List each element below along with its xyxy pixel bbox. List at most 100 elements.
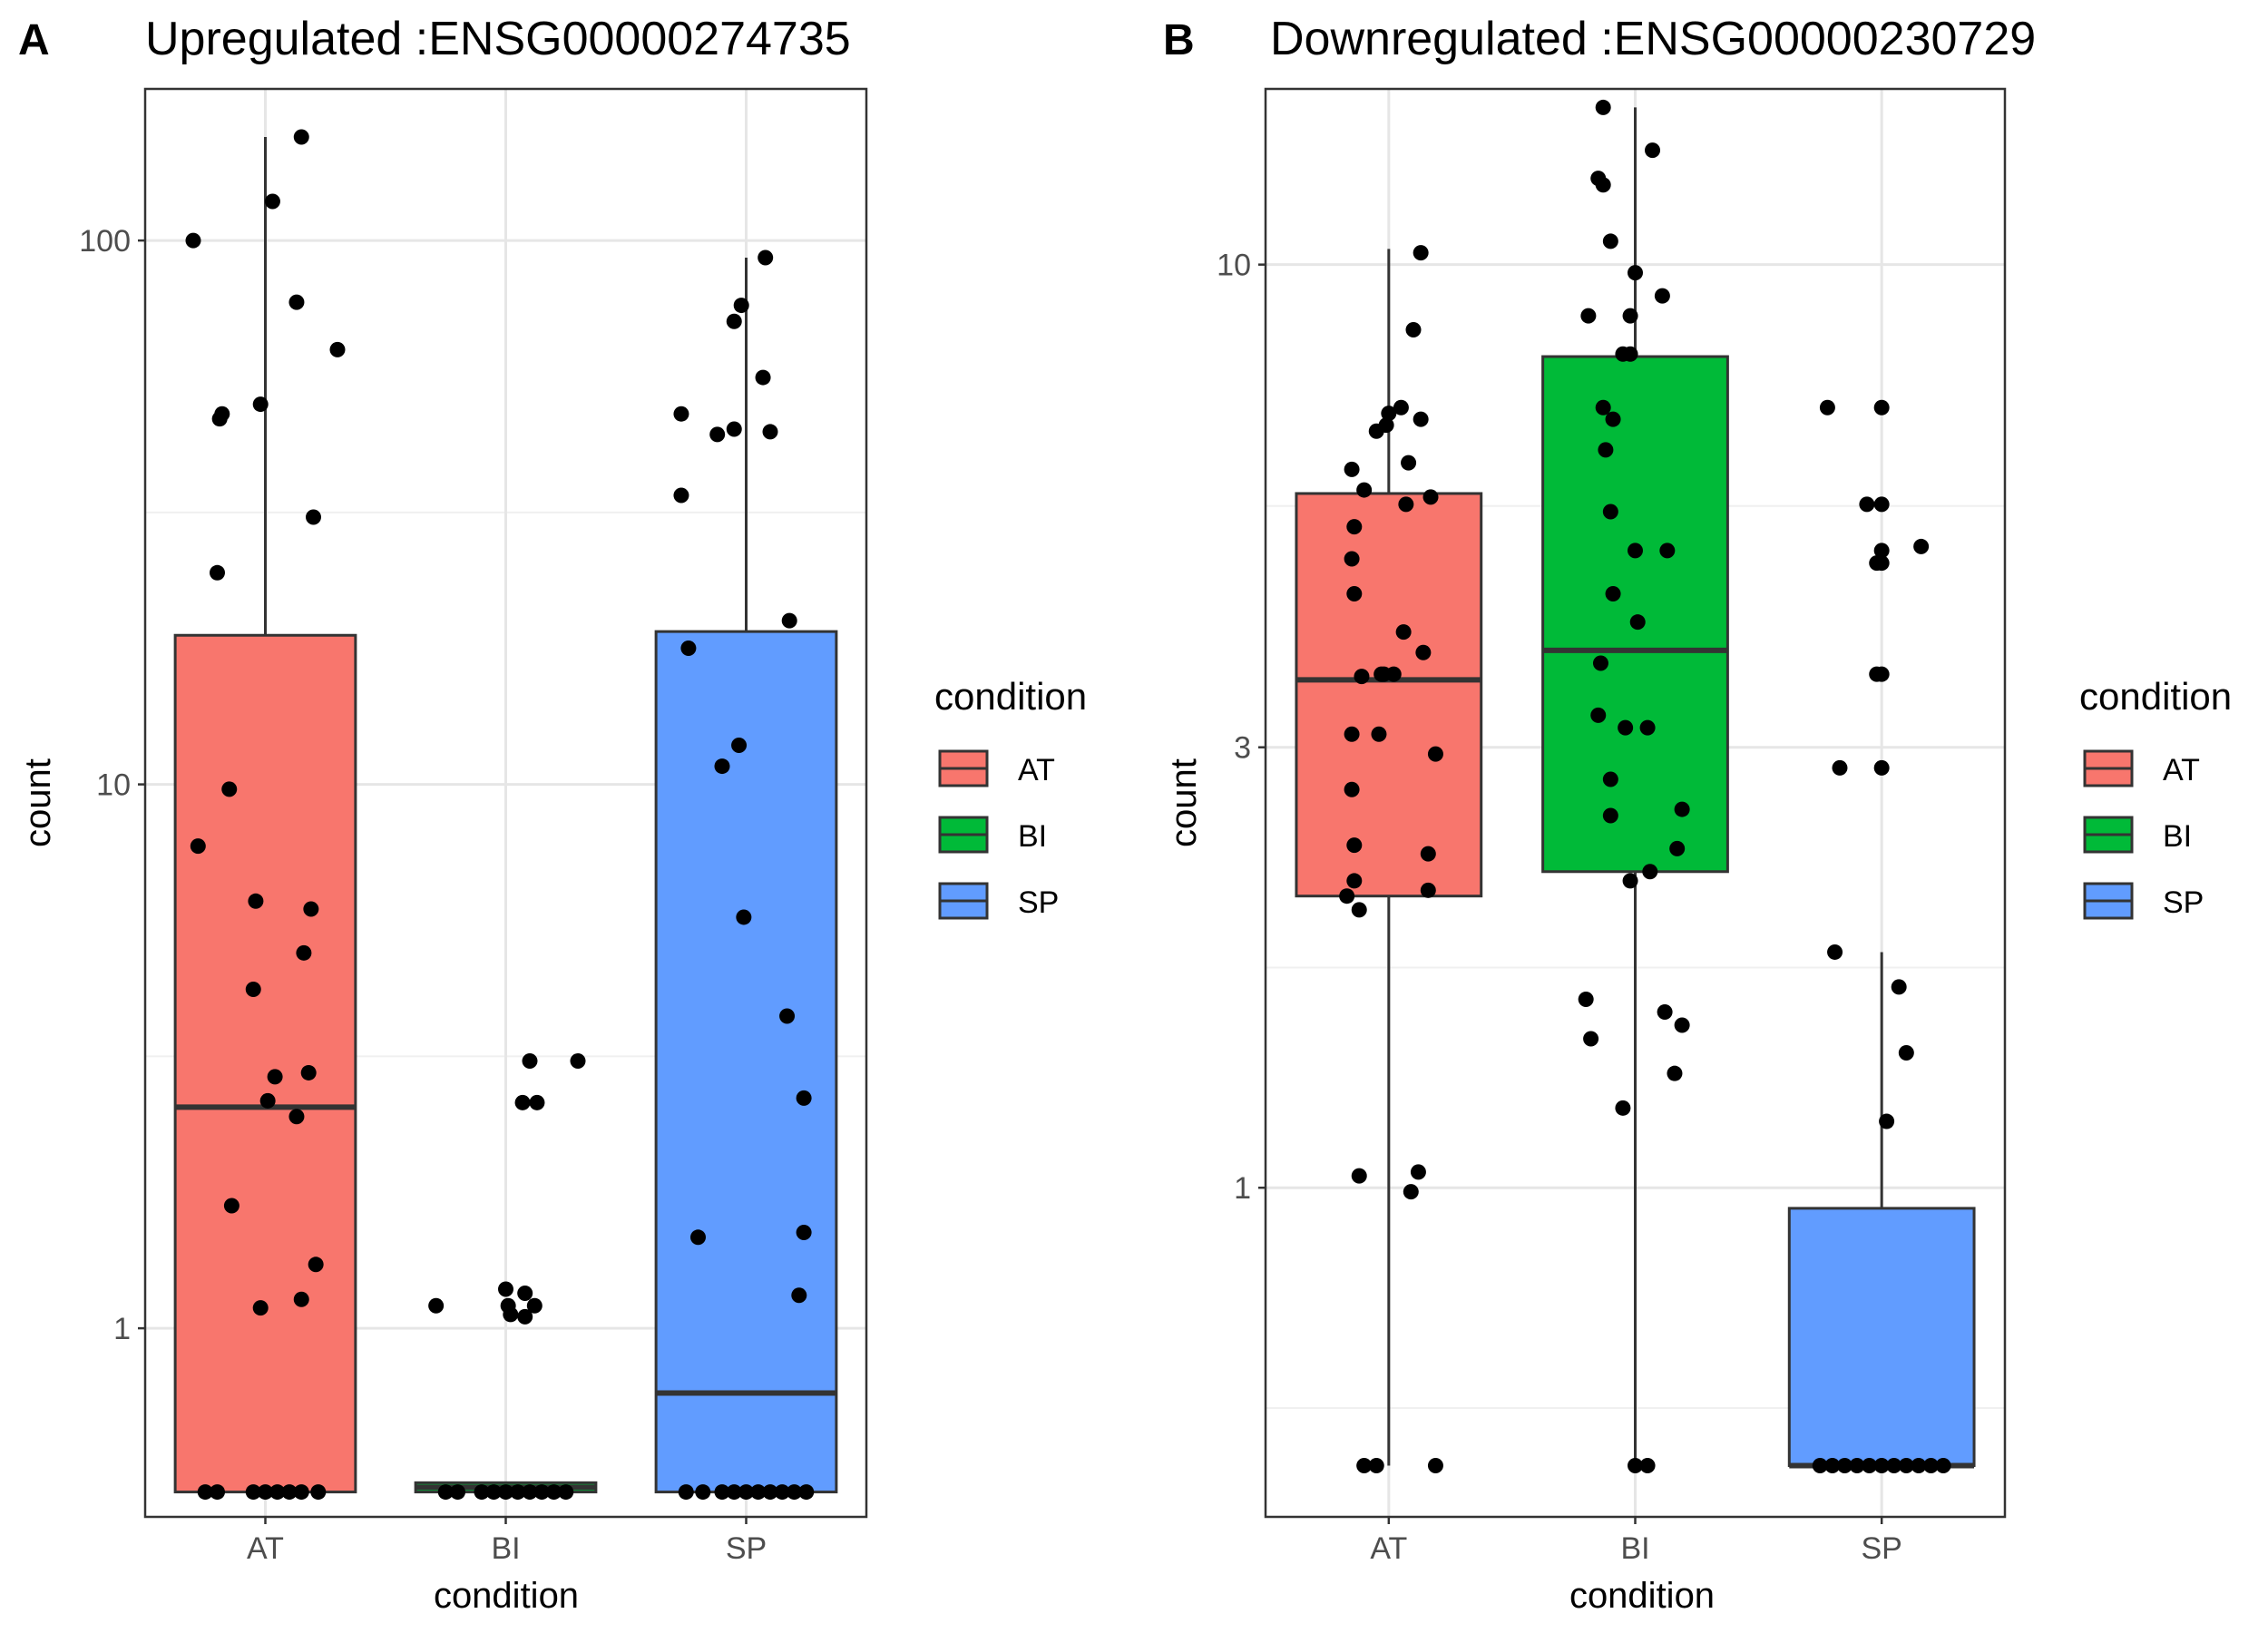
panel-b-point-at [1422,489,1439,505]
panel-a-box-sp [654,630,838,1494]
panel-b-point-sp [1859,496,1875,513]
panel-b-point-bi [1605,411,1621,427]
panel-a-point-sp [714,758,730,775]
panel-a-point-at [211,411,228,427]
panel-b-point-bi [1674,801,1690,817]
panel-a-point-sp [762,424,778,440]
panel-a-point-sp [796,1225,812,1241]
panel-a-point-sp [678,1484,694,1501]
panel-b-point-at [1346,585,1363,601]
panel-b-point-at [1344,461,1360,477]
panel-a-y-axis-title: count [18,758,58,847]
panel-b-point-at [1351,1168,1367,1184]
panel-b-box-sp [1787,1207,1976,1468]
panel-a-point-at [288,294,305,310]
panel-a-point-sp [787,1484,802,1501]
panel-a-legend-item-at: AT [938,749,1055,787]
panel-b-point-at [1344,781,1360,797]
panel-b-point-bi [1628,543,1643,559]
panel-b-point-sp [1873,1458,1890,1474]
panel-b-point-at [1410,1164,1426,1180]
panel-a-point-sp [673,487,689,504]
panel-a-point-at [296,944,312,961]
panel-a-point-sp [736,909,752,925]
panel-b-point-bi [1615,1100,1631,1116]
panel-b-point-sp [1832,759,1848,776]
panel-b-point-sp [1911,1458,1927,1474]
panel-b-point-bi [1674,1017,1690,1033]
panel-b-point-at [1368,1458,1384,1474]
panel-a-point-bi [510,1484,526,1501]
panel-b-point-at [1339,888,1355,905]
panel-a-point-sp [680,640,697,656]
panel-b-point-bi [1622,308,1638,324]
panel-a-point-at [269,1484,286,1501]
panel-b-point-bi [1592,655,1608,671]
panel-b-point-bi [1595,99,1611,115]
panel-b-point-bi [1595,177,1611,193]
panel-b-y-tick-label: 3 [1234,731,1251,766]
panel-b-point-at [1381,406,1397,422]
panel-a-point-at [259,1092,276,1109]
panel-a-point-at [293,129,309,145]
panel-a-point-bi [522,1053,538,1070]
panel-a-point-at [308,1257,324,1273]
panel-a-point-bi [498,1281,513,1297]
panel-a-point-at [310,1484,327,1501]
panel-a-point-sp [733,298,749,314]
panel-b-point-at [1403,1184,1419,1200]
panel-b-point-bi [1622,346,1638,362]
panel-b-point-bi [1605,585,1621,601]
panel-a-point-bi [522,1484,538,1501]
panel-a-point-at [252,1300,269,1316]
panel-b-point-at [1371,726,1387,742]
panel-b-point-bi [1654,288,1670,304]
panel-a-point-bi [503,1306,519,1323]
panel-a-point-bi [546,1484,562,1501]
panel-b-point-sp [1873,759,1890,776]
panel-b-legend-title: condition [2079,675,2232,718]
panel-b-point-sp [1886,1458,1902,1474]
panel-b-x-tick-label: AT [1370,1531,1407,1566]
panel-a-point-at [329,341,346,357]
panel-a-point-bi [485,1484,502,1501]
panel-a-point-at [288,1109,305,1125]
panel-b-point-at [1420,882,1436,898]
panel-b-point-sp [1836,1458,1853,1474]
panel-b-point-at [1344,551,1360,567]
panel-b-x-axis-title: condition [1569,1576,1715,1616]
panel-a-point-bi [526,1297,543,1314]
panel-b-legend-label-at: AT [2163,753,2200,787]
panel-b-point-at [1427,746,1443,762]
panel-b-point-bi [1602,771,1618,787]
panel-a-point-at [293,1484,309,1501]
panel-a-point-bi [558,1484,574,1501]
panel-a-point-at [190,838,206,855]
panel-a-plot: 1 10 100 AT BI SP [79,87,868,1566]
panel-a-point-bi [450,1484,465,1501]
panel-a-point-sp [758,249,774,266]
panel-b-point-at [1346,873,1363,889]
panel-b-point-at [1420,846,1436,862]
panel-b-point-at [1401,455,1417,471]
panel-a-point-bi [498,1484,513,1501]
panel-a-point-sp [774,1484,790,1501]
panel-a-y-tick-label: 100 [79,224,131,259]
panel-b-point-at [1344,726,1360,742]
panel-a-point-at [252,396,269,413]
panel-b-point-at [1346,837,1363,854]
panel-b-point-sp [1812,1458,1828,1474]
panel-a-point-at [245,1484,261,1501]
panel-b-point-at [1378,417,1394,434]
panel-a-legend-item-bi: BI [938,816,1047,854]
panel-b-point-sp [1913,538,1930,554]
panel-b-point-at [1415,644,1432,660]
panel-a-letter: A [18,16,50,64]
panel-a-point-sp [755,369,771,386]
panel-b-point-bi [1667,1065,1683,1081]
panel-b-point-sp [1819,399,1835,416]
panel-b-point-at [1354,669,1370,685]
panel-a-point-at [303,901,319,917]
panel-b-y-tick-label: 10 [1217,249,1251,283]
